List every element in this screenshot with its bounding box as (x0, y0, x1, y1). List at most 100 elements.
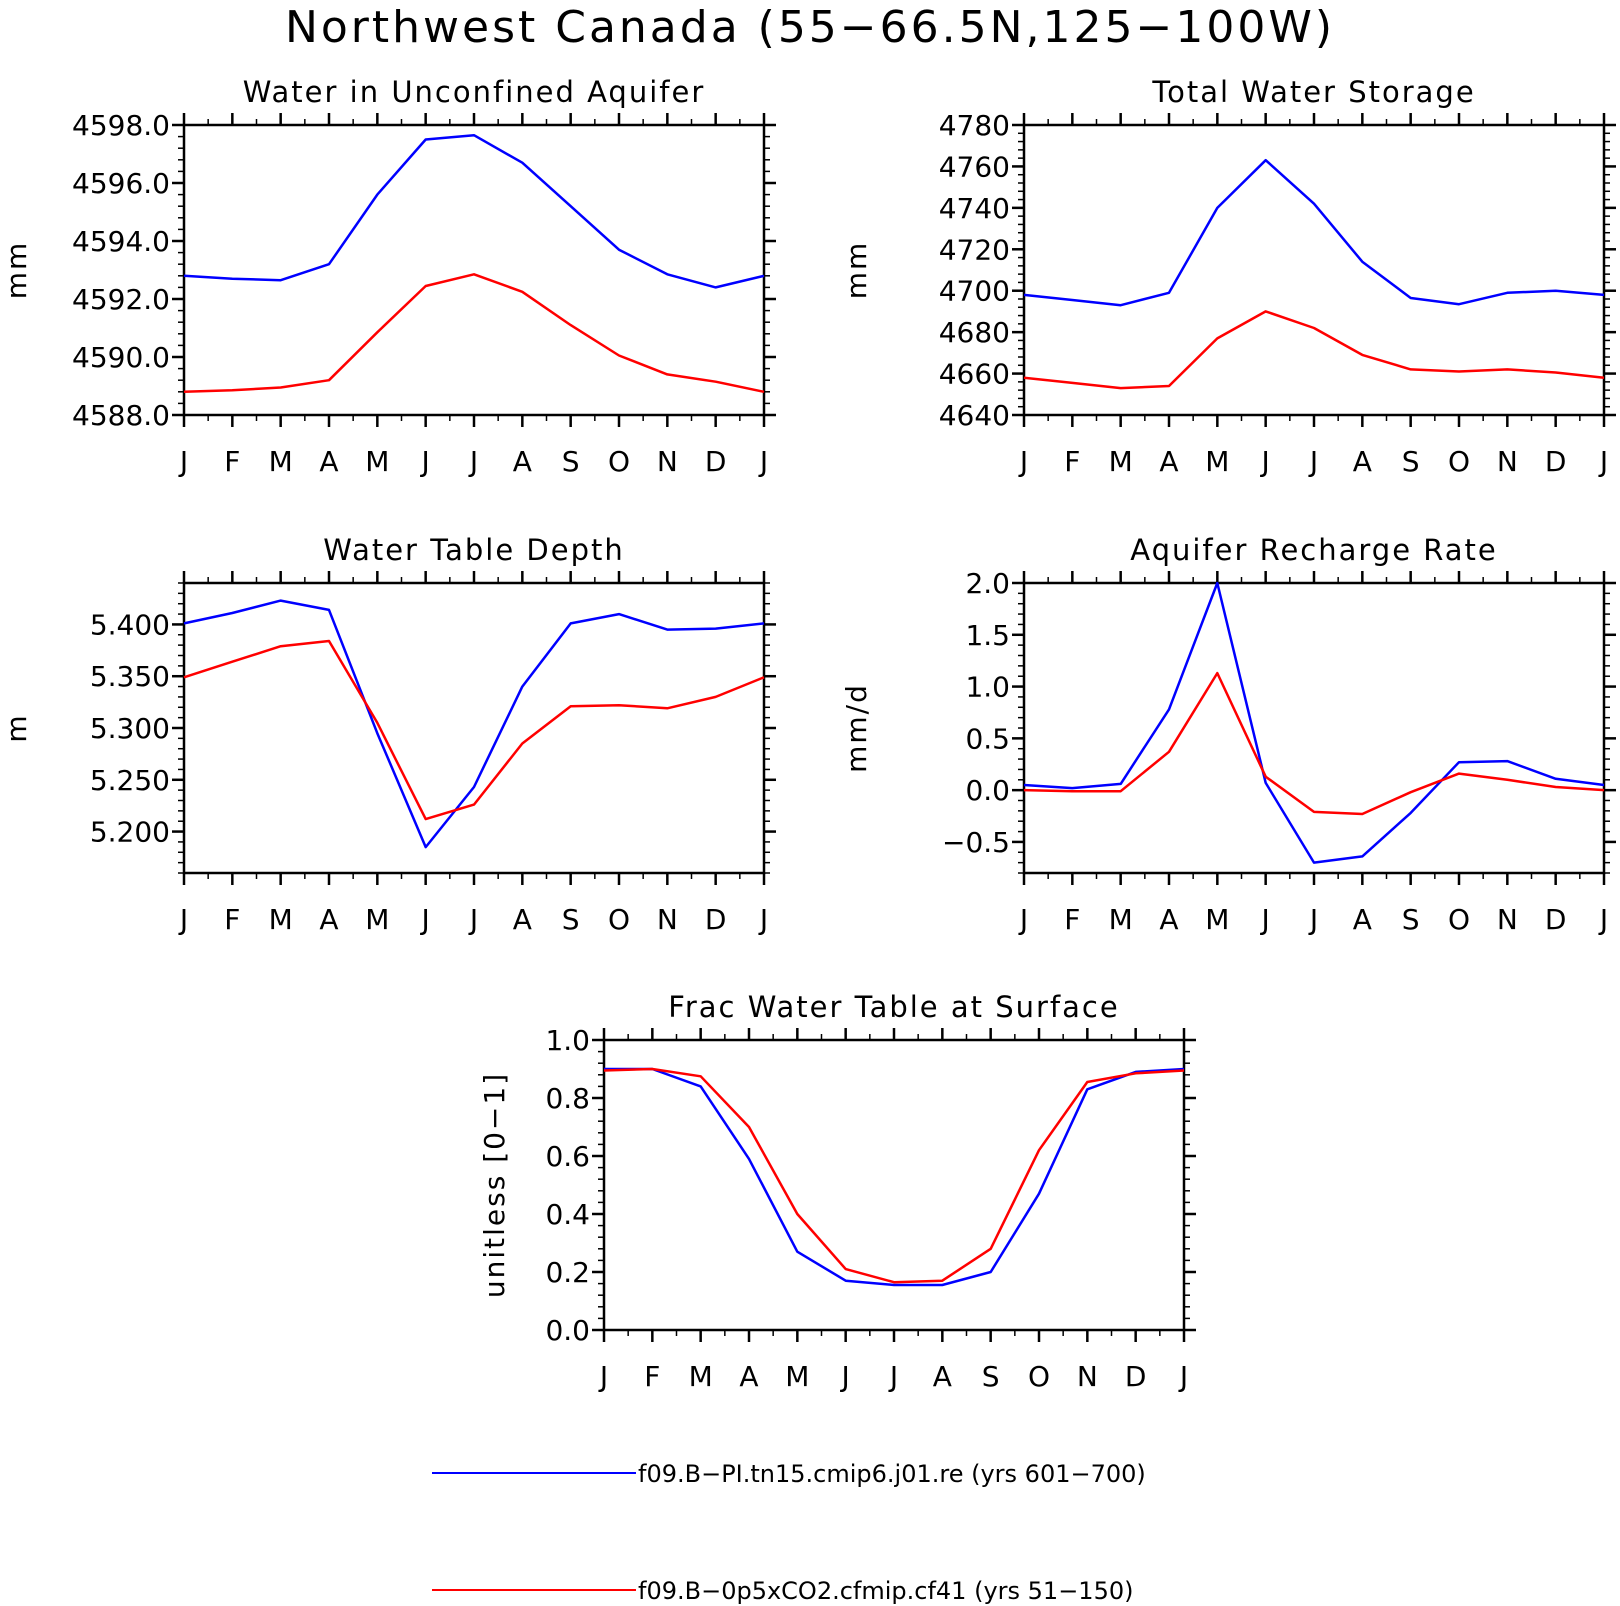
x-tick-label: J (1018, 903, 1028, 936)
x-tick-label: M (1205, 903, 1229, 936)
x-tick-label: D (1125, 1360, 1147, 1393)
x-tick-label: M (1109, 445, 1133, 478)
y-tick-label: 5.400 (90, 608, 170, 641)
x-tick-label: M (365, 903, 389, 936)
x-tick-label: A (1353, 445, 1372, 478)
x-tick-label: O (1028, 1360, 1050, 1393)
x-tick-label: J (468, 445, 478, 478)
x-tick-label: N (657, 903, 678, 936)
plot-frame (182, 123, 766, 417)
y-tick-label: 4780 (939, 109, 1010, 142)
series-line-blue (604, 1067, 1185, 1287)
x-tick-label: N (657, 445, 678, 478)
panel-title: Water Table Depth (323, 533, 625, 567)
y-tick-label: 4760 (939, 150, 1010, 183)
x-tick-label: M (365, 445, 389, 478)
x-tick-label: M (1109, 903, 1133, 936)
y-tick-label: 0.0 (545, 1314, 590, 1347)
y-tick-label: 2.0 (965, 567, 1010, 600)
series-line-red (603, 1067, 1185, 1284)
y-tick-label: 1.0 (545, 1024, 590, 1057)
x-tick-label: F (224, 903, 240, 936)
chart-panels: J F M A M J J A S O N D J4588.04590.04592.04594.0459… (0, 75, 1616, 1393)
y-tick-label: 4660 (939, 358, 1010, 391)
x-tick-label: F (644, 1360, 660, 1393)
x-tick-label: M (689, 1360, 713, 1393)
y-tick-label: 0.4 (545, 1198, 590, 1231)
y-tick-label: −0.5 (942, 826, 1010, 859)
y-tick-label: 5.350 (90, 660, 170, 693)
x-tick-label: J (420, 445, 430, 478)
x-tick-label: O (608, 445, 630, 478)
series-line-red (1023, 671, 1605, 816)
x-tick-label: D (705, 445, 727, 478)
x-tick-label: J (840, 1360, 850, 1393)
series-line-red (183, 639, 765, 821)
panel-title: Total Water Storage (1151, 75, 1475, 109)
chart-panel-3: J F M A M J J A S O N D J5.2005.2505.3005.3505.400Wa… (0, 533, 776, 936)
y-axis-label: mm/d (840, 683, 873, 773)
x-tick-label: J (1178, 1360, 1188, 1393)
y-tick-label: 4592.0 (72, 283, 170, 316)
x-tick-label: N (1497, 903, 1518, 936)
x-tick-label: N (1497, 445, 1518, 478)
x-tick-label: A (513, 445, 532, 478)
x-tick-label: J (758, 445, 768, 478)
x-tick-label: A (1159, 445, 1178, 478)
x-tick-label: A (513, 903, 532, 936)
x-tick-label: M (269, 903, 293, 936)
y-tick-label: 4596.0 (72, 167, 170, 200)
plot-frame (1022, 581, 1606, 875)
y-axis-label: unitless [0−1] (478, 1072, 511, 1298)
x-tick-label: M (269, 445, 293, 478)
x-tick-label: O (1448, 903, 1470, 936)
x-tick-label: A (1353, 903, 1372, 936)
panel-title: Frac Water Table at Surface (668, 990, 1119, 1024)
x-tick-label: J (178, 445, 188, 478)
x-tick-label: A (319, 445, 338, 478)
x-tick-label: J (1598, 445, 1608, 478)
x-tick-label: J (758, 903, 768, 936)
series-line-red (183, 273, 765, 394)
series-line-red (1023, 310, 1605, 390)
figure-title: Northwest Canada (55−66.5N,125−100W) (285, 2, 1335, 53)
panel-title: Aquifer Recharge Rate (1130, 533, 1498, 567)
chart-panel-4: J F M A M J J A S O N D J−0.50.00.51.01.52.0Aquifer … (840, 533, 1616, 936)
x-tick-label: A (1159, 903, 1178, 936)
x-tick-label: J (420, 903, 430, 936)
y-tick-label: 4594.0 (72, 225, 170, 258)
x-tick-label: D (705, 903, 727, 936)
y-tick-label: 0.0 (965, 774, 1010, 807)
y-axis-label: mm (0, 241, 33, 300)
plot-frame (1022, 123, 1606, 417)
y-tick-label: 0.2 (545, 1256, 590, 1289)
x-tick-label: A (933, 1360, 952, 1393)
y-tick-label: 4640 (939, 399, 1010, 432)
x-tick-label: J (1598, 903, 1608, 936)
y-tick-label: 4720 (939, 233, 1010, 266)
y-tick-label: 4700 (939, 275, 1010, 308)
panel-title: Water in Unconfined Aquifer (243, 75, 706, 109)
x-tick-label: J (178, 903, 188, 936)
chart-panel-2: J F M A M J J A S O N D J464046604680470047204740476… (840, 75, 1616, 478)
series-line-blue (1023, 158, 1605, 307)
x-tick-label: S (1402, 445, 1420, 478)
legend-label-blue: f09.B−PI.tn15.cmip6.j01.re (yrs 601−700) (638, 1460, 1146, 1488)
y-axis-label: m (0, 713, 33, 742)
series-line-blue (183, 599, 765, 849)
y-tick-label: 4680 (939, 316, 1010, 349)
y-tick-label: 4588.0 (72, 399, 170, 432)
x-tick-label: M (785, 1360, 809, 1393)
x-tick-label: J (1308, 445, 1318, 478)
y-tick-label: 4740 (939, 192, 1010, 225)
x-tick-label: S (562, 903, 580, 936)
x-tick-label: N (1077, 1360, 1098, 1393)
x-tick-label: A (319, 903, 338, 936)
y-tick-label: 0.8 (545, 1082, 590, 1115)
chart-panel-1: J F M A M J J A S O N D J4588.04590.04592.04594.0459… (0, 75, 776, 478)
y-tick-label: 1.0 (965, 671, 1010, 704)
x-tick-label: J (1308, 903, 1318, 936)
x-tick-label: O (608, 903, 630, 936)
x-tick-label: A (739, 1360, 758, 1393)
